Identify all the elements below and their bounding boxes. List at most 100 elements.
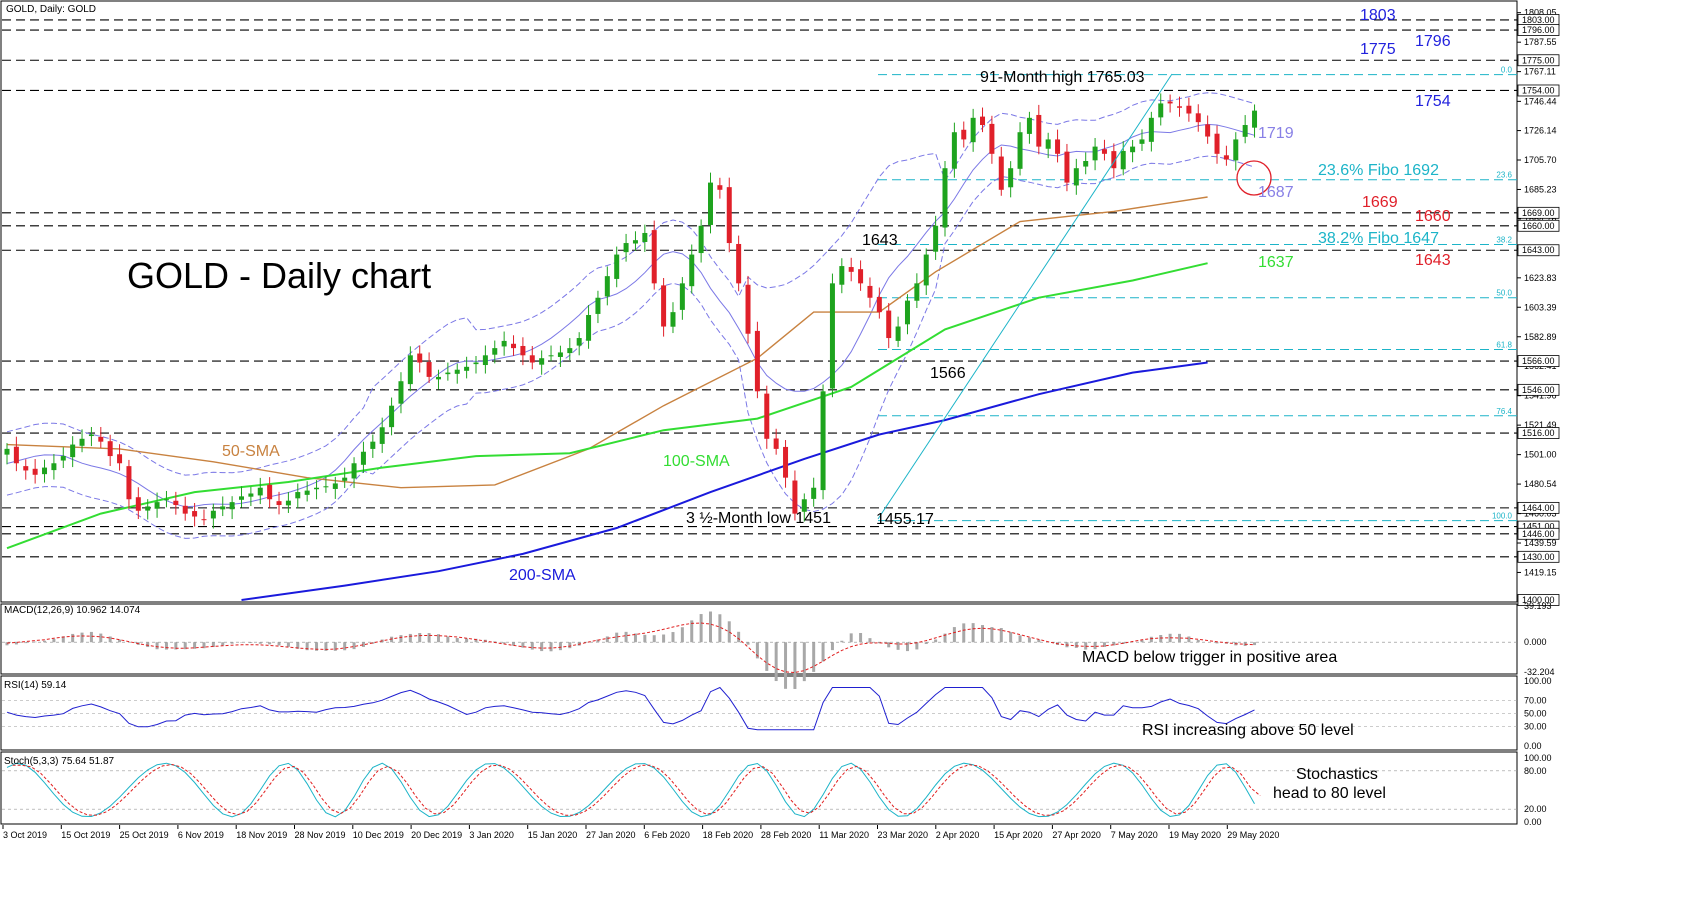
candle-body <box>1120 150 1126 170</box>
candle-body <box>51 463 57 471</box>
candle-body <box>314 487 320 490</box>
date-label: 6 Feb 2020 <box>644 830 690 840</box>
label-50-sma: 50-SMA <box>222 443 280 460</box>
sma-line <box>6 196 1208 489</box>
price-tick-label: 1746.44 <box>1524 96 1557 106</box>
rsi-panel-frame <box>0 675 1518 751</box>
candle-body <box>389 405 395 428</box>
candle-body <box>670 312 676 327</box>
candle-body <box>501 340 507 347</box>
candle-body <box>23 466 29 471</box>
fibo-label: 0.0 <box>1501 66 1513 75</box>
stoch-note-line1: Stochastics <box>1296 766 1378 783</box>
stoch-note-line2: head to 80 level <box>1273 785 1386 802</box>
price-tick-label: 1685.23 <box>1524 184 1557 194</box>
macd-note: MACD below trigger in positive area <box>1082 649 1337 666</box>
annotation-1643: 1643 <box>862 232 898 249</box>
sma-line <box>6 262 1208 550</box>
candle-body <box>1017 132 1023 169</box>
candle-body <box>295 492 301 499</box>
stoch-panel-frame <box>0 751 1518 825</box>
price-level-label: 1546.00 <box>1522 385 1555 395</box>
candle-body <box>961 129 967 140</box>
candle-body <box>708 182 713 225</box>
label-100-sma: 100-SMA <box>663 453 730 470</box>
chart-title: GOLD - Daily chart <box>127 255 431 296</box>
price-level-box <box>1517 501 1560 514</box>
price-level-box <box>1517 54 1560 67</box>
candle-body <box>88 434 94 437</box>
date-label: 27 Jan 2020 <box>586 830 636 840</box>
price-tick-label: 1582.89 <box>1524 332 1557 342</box>
candle-body <box>1064 151 1070 183</box>
candle-body <box>801 499 807 512</box>
date-label: 6 Nov 2019 <box>178 830 224 840</box>
candle-body <box>13 446 19 464</box>
fibo-label: 50.0 <box>1496 289 1512 298</box>
fibo-label: 100.0 <box>1492 512 1513 521</box>
candle-body <box>210 510 216 519</box>
candle-body <box>482 355 488 366</box>
candle-body <box>70 444 76 458</box>
candle-body <box>632 240 638 244</box>
candle-body <box>576 338 582 346</box>
date-axis: 3 Oct 2019 15 Oct 2019 25 Oct 2019 6 Nov 20… <box>2 825 1279 840</box>
price-tick-label: 1664.76 <box>1524 214 1557 224</box>
price-level-box <box>1517 527 1560 540</box>
candle-body <box>539 358 545 365</box>
candle-body <box>867 285 873 298</box>
rsi-tick-label: 0.00 <box>1524 741 1542 751</box>
label-200-sma: 200-SMA <box>509 567 576 584</box>
candle-body <box>586 315 592 341</box>
price-tick-label: 1767.11 <box>1524 67 1556 77</box>
candle-body <box>529 355 535 363</box>
date-label: 18 Nov 2019 <box>236 830 287 840</box>
macd-tick-label: 0.000 <box>1524 637 1547 647</box>
candle-body <box>895 326 901 341</box>
candle-body <box>1130 146 1136 153</box>
price-level-box <box>1517 550 1560 563</box>
candle-body <box>623 243 629 253</box>
candle-body <box>163 499 169 501</box>
price-level-label: 1803.00 <box>1522 15 1555 25</box>
price-level-box <box>1517 427 1560 439</box>
candle-body <box>98 436 104 442</box>
candle-body <box>923 254 929 286</box>
candle-body <box>998 156 1004 190</box>
date-label: 23 Mar 2020 <box>878 830 929 840</box>
candle-body <box>60 456 66 461</box>
candle-body <box>239 496 244 500</box>
price-level-label: 1400.00 <box>1522 595 1555 605</box>
candle-body <box>679 283 685 310</box>
stoch-main-line <box>6 762 1255 818</box>
date-label: 11 Mar 2020 <box>819 830 869 840</box>
price-level-label: 1754.00 <box>1522 85 1555 95</box>
date-label: 3 Jan 2020 <box>469 830 514 840</box>
price-level-label: 1516.00 <box>1522 428 1555 438</box>
candle-body <box>454 369 460 374</box>
rsi-indicator: 100.00 70.00 50.00 30.00 0.00 <box>2 676 1552 751</box>
candle-body <box>1252 110 1258 128</box>
candle-body <box>1195 113 1201 123</box>
stoch-header: Stoch(5,3,3) 75.64 51.87 <box>4 756 115 767</box>
price-level-label: 1669.00 <box>1522 208 1555 218</box>
date-label: 10 Dec 2019 <box>353 830 404 840</box>
candle-body <box>745 284 751 334</box>
price-tick-label: 1705.70 <box>1524 155 1557 165</box>
label-1796: 1796 <box>1415 33 1451 50</box>
macd-panel-frame <box>0 603 1518 675</box>
candle-body <box>135 497 141 511</box>
candle-body <box>773 438 779 449</box>
macd-header: MACD(12,26,9) 10.962 14.074 <box>4 605 141 616</box>
price-level-label: 1796.00 <box>1522 25 1555 35</box>
candle-body <box>426 362 432 377</box>
candle-body <box>1092 146 1098 161</box>
rsi-tick-label: 30.00 <box>1524 722 1547 732</box>
candle-body <box>1026 117 1032 134</box>
rsi-header: RSI(14) 59.14 <box>4 680 67 691</box>
candlesticks <box>4 93 1258 529</box>
candle-body <box>933 225 939 252</box>
candle-body <box>567 348 573 354</box>
candle-body <box>1242 125 1248 137</box>
